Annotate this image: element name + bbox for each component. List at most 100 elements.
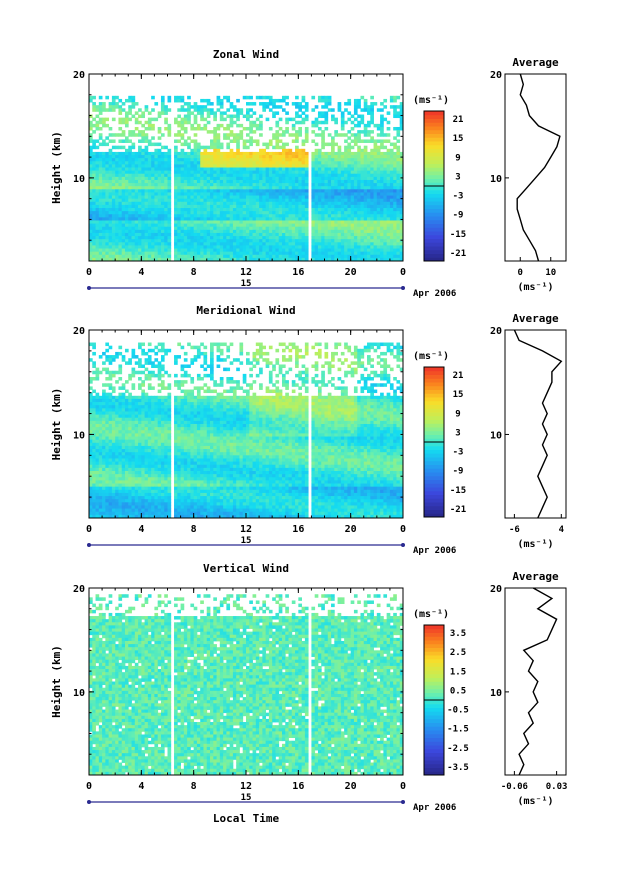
colorbar-tick-label: -21 — [450, 505, 466, 515]
x-ticks: 0 4 8 12 16 20 0 — [86, 588, 406, 792]
date-label: 15 — [241, 536, 252, 546]
x-tick-label: 8 — [191, 781, 197, 792]
panel-title: Meridional Wind — [196, 304, 295, 317]
y-tick-label: 20 — [73, 584, 85, 595]
panel-3: Vertical Wind 0 4 8 12 16 20 0 10 20 Height (km) 15… — [50, 562, 567, 813]
colorbar-unit: (ms⁻¹) — [413, 95, 449, 106]
x-tick-label: 12 — [240, 524, 252, 535]
colorbar-tick-label: 15 — [453, 134, 464, 144]
heatmap-field — [89, 342, 404, 519]
x-tick-label: 0 — [400, 781, 406, 792]
panel-title: Vertical Wind — [203, 562, 289, 575]
profile-line — [513, 329, 563, 519]
x-tick-label: 4 — [138, 524, 144, 535]
y-tick-label: 20 — [73, 326, 85, 337]
x-tick-label: 20 — [345, 267, 357, 278]
x-ticks: 0 4 8 12 16 20 0 — [86, 330, 406, 535]
profile-frame — [504, 587, 567, 776]
heatmap-field — [89, 95, 404, 262]
y-tick-label: 10 — [73, 174, 85, 185]
month-label: Apr 2006 — [413, 289, 456, 299]
colorbar-tick-label: 2.5 — [450, 648, 466, 658]
y-axis-label: Height (km) — [50, 131, 63, 204]
profile-y-tick-label: 20 — [490, 326, 502, 337]
date-label: 15 — [241, 279, 252, 289]
colorbar-tick-label: 15 — [453, 390, 464, 400]
heatmap-field — [89, 594, 404, 776]
profile-y-tick-label: 20 — [490, 70, 502, 81]
x-tick-label: 20 — [345, 781, 357, 792]
panel-2: Meridional Wind 0 4 8 12 16 20 0 10 20 Height (km)… — [50, 304, 567, 556]
x-tick-label: 0 — [86, 267, 92, 278]
profile-x-tick-label: 4 — [559, 525, 565, 535]
x-tick-label: 8 — [191, 524, 197, 535]
colorbar-tick-label: 0.5 — [450, 686, 466, 696]
profile-line — [516, 73, 561, 262]
profile-title: Average — [512, 312, 559, 325]
x-tick-label: 16 — [292, 267, 304, 278]
x-tick-label: 0 — [400, 524, 406, 535]
y-ticks: 10 20 — [73, 70, 403, 262]
x-tick-label: 4 — [138, 267, 144, 278]
colorbar-tick-label: -3 — [453, 448, 464, 458]
profile-y-tick-label: 10 — [490, 430, 502, 441]
average-profile: Average 10 20 0 10 (ms⁻¹) — [490, 56, 567, 293]
colorbar-tick-label: -15 — [450, 230, 466, 240]
x-tick-label: 16 — [292, 524, 304, 535]
date-bar: 15 Apr 2006 — [87, 536, 456, 556]
y-tick-label: 10 — [73, 430, 85, 441]
colorbar-tick-label: -3.5 — [447, 763, 469, 773]
x-tick-label: 20 — [345, 524, 357, 535]
y-axis-label: Height (km) — [50, 645, 63, 718]
profile-y-tick-label: 10 — [490, 688, 502, 699]
x-tick-label: 12 — [240, 267, 252, 278]
date-label: 15 — [241, 793, 252, 803]
profile-y-tick-label: 20 — [490, 584, 502, 595]
profile-x-tick-label: 0 — [518, 268, 523, 278]
x-tick-label: 16 — [292, 781, 304, 792]
x-tick-label: 0 — [86, 781, 92, 792]
x-tick-label: 4 — [138, 781, 144, 792]
date-bar: 15 Apr 2006 — [87, 279, 456, 299]
colorbar-tick-label: -9 — [453, 467, 464, 477]
x-tick-label: 0 — [400, 267, 406, 278]
colorbar: (ms⁻¹)3.5 2.5 1.5 0.5 -0.5 -1.5 -2.5 -3.5 — [413, 609, 469, 776]
profile-unit: (ms⁻¹) — [517, 539, 553, 550]
y-ticks: 10 20 — [73, 326, 403, 519]
colorbar-unit: (ms⁻¹) — [413, 609, 449, 620]
x-tick-label: 0 — [86, 524, 92, 535]
profile-line — [518, 587, 558, 776]
x-tick-label: 8 — [191, 267, 197, 278]
profile-x-tick-label: -0.06 — [501, 782, 528, 792]
colorbar-tick-label: -2.5 — [447, 744, 469, 754]
colorbar-tick-label: -15 — [450, 486, 466, 496]
colorbar-tick-label: 3.5 — [450, 629, 466, 639]
colorbar-tick-label: 9 — [455, 409, 460, 419]
colorbar-tick-label: -3 — [453, 192, 464, 202]
month-label: Apr 2006 — [413, 803, 456, 813]
colorbar: (ms⁻¹) 21 15 9 3 -3 -9 -15 -21 — [413, 95, 466, 262]
colorbar-tick-label: 1.5 — [450, 667, 466, 677]
profile-frame — [504, 73, 567, 262]
colorbar-tick-label: 3 — [455, 172, 460, 182]
profile-frame — [504, 329, 567, 519]
colorbar-tick-label: -1.5 — [447, 725, 469, 735]
profile-title: Average — [512, 570, 559, 583]
x-axis-label: Local Time — [213, 812, 280, 825]
colorbar-tick-label: 21 — [453, 115, 464, 125]
profile-unit: (ms⁻¹) — [517, 282, 553, 293]
y-tick-label: 20 — [73, 70, 85, 81]
profile-title: Average — [512, 56, 559, 69]
date-bar: 15 Apr 2006 — [87, 793, 456, 813]
panel-title: Zonal Wind — [213, 48, 279, 61]
profile-x-tick-label: 0.03 — [546, 782, 568, 792]
x-tick-label: 12 — [240, 781, 252, 792]
colorbar-tick-label: -9 — [453, 211, 464, 221]
colorbar-tick-label: 21 — [453, 371, 464, 381]
colorbar-tick-label: -0.5 — [447, 706, 469, 716]
y-tick-label: 10 — [73, 688, 85, 699]
profile-unit: (ms⁻¹) — [517, 796, 553, 807]
month-label: Apr 2006 — [413, 546, 456, 556]
profile-y-tick-label: 10 — [490, 174, 502, 185]
